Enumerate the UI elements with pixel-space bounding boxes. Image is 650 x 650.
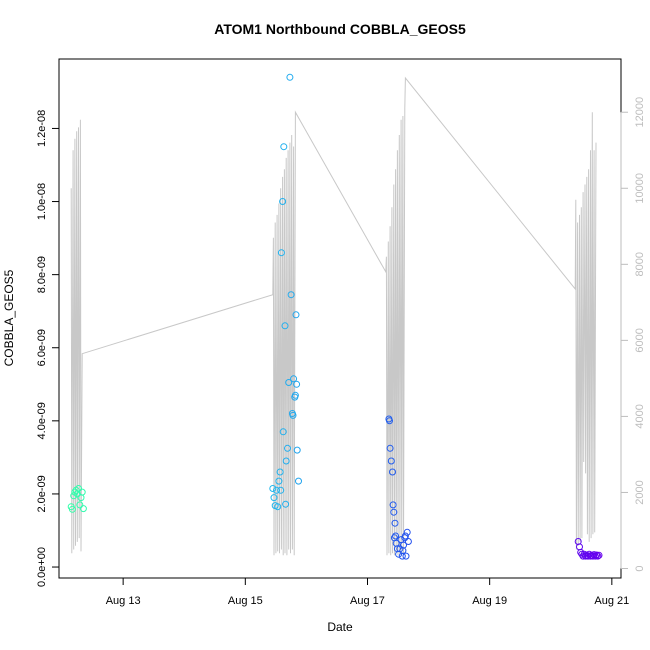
- data-point: [273, 486, 280, 494]
- y2-tick-label: 12000: [634, 97, 646, 128]
- data-point: [280, 143, 288, 151]
- data-point: [277, 249, 285, 257]
- x-tick-label: Aug 21: [594, 595, 629, 607]
- y2-tick-label: 0: [634, 565, 646, 571]
- y2-tick-label: 8000: [634, 252, 646, 276]
- data-point: [579, 552, 587, 560]
- data-point: [68, 505, 76, 513]
- data-point: [277, 486, 285, 494]
- secondary-line-layer: [70, 76, 597, 556]
- data-point: [292, 311, 300, 319]
- y-tick-label: 1.2e-08: [36, 110, 48, 147]
- data-point: [290, 375, 298, 383]
- data-point: [78, 488, 86, 496]
- data-point: [577, 548, 585, 556]
- y-tick-label: 2.0e-09: [36, 475, 48, 512]
- y2-tick-label: 4000: [634, 404, 646, 428]
- x-tick-label: Aug 19: [472, 595, 507, 607]
- data-point: [276, 468, 284, 476]
- y-tick-label: 1.0e-08: [36, 183, 48, 220]
- data-point: [293, 380, 301, 388]
- data-point: [402, 552, 410, 560]
- data-point: [403, 528, 411, 536]
- data-point: [279, 428, 287, 436]
- data-point: [275, 477, 283, 485]
- data-point: [287, 291, 295, 299]
- x-tick-label: Aug 17: [350, 595, 385, 607]
- y2-tick-label: 6000: [634, 328, 646, 352]
- data-point: [274, 503, 282, 511]
- data-point: [291, 391, 299, 399]
- data-point: [79, 505, 87, 513]
- data-point: [279, 198, 287, 205]
- data-point: [391, 519, 399, 527]
- data-point: [270, 494, 278, 502]
- data-point: [293, 446, 301, 454]
- data-point: [591, 552, 599, 560]
- data-point: [595, 551, 603, 559]
- data-point: [289, 411, 297, 419]
- y-tick-label: 6.0e-09: [36, 329, 48, 366]
- data-point: [286, 73, 294, 81]
- data-point: [594, 552, 602, 560]
- x-tick-label: Aug 13: [106, 595, 141, 607]
- chart-title: ATOM1 Northbound COBBLA_GEOS5: [214, 21, 466, 37]
- points-layer: [67, 73, 603, 560]
- data-point: [269, 485, 277, 492]
- y-tick-label: 0.0e+00: [36, 547, 48, 587]
- data-point: [386, 417, 393, 425]
- data-point: [392, 532, 400, 540]
- data-point: [285, 379, 293, 386]
- y-axis: 0.0e+00 2.0e-09 4.0e-09 6.0e-09 8.0e-09 1.0e-…: [36, 110, 60, 587]
- data-point: [387, 457, 395, 465]
- y-tick-label: 8.0e-09: [36, 256, 48, 293]
- y-tick-label: 4.0e-09: [36, 402, 48, 439]
- data-point: [281, 322, 289, 330]
- data-point: [295, 477, 302, 485]
- data-point: [75, 485, 82, 492]
- data-point: [282, 500, 290, 508]
- x-axis-label: Date: [327, 620, 353, 634]
- x-tick-label: Aug 15: [228, 595, 263, 607]
- data-point: [390, 508, 398, 516]
- data-point: [578, 550, 586, 558]
- y2-tick-label: 2000: [634, 480, 646, 504]
- data-point: [593, 551, 601, 559]
- secondary-series-line: [70, 76, 597, 556]
- data-point: [282, 457, 290, 465]
- data-point: [390, 534, 398, 542]
- data-point: [399, 547, 407, 555]
- y-axis-label: COBBLA_GEOS5: [2, 269, 16, 366]
- x-axis: Aug 13 Aug 15 Aug 17 Aug 19 Aug 21: [106, 577, 629, 607]
- y2-tick-label: 10000: [634, 173, 646, 204]
- data-point: [389, 468, 396, 476]
- y2-axis: 0 2000 4000 6000 8000 10000 12000: [620, 97, 646, 572]
- data-point: [284, 444, 291, 452]
- data-point: [590, 551, 598, 559]
- data-point: [404, 538, 412, 545]
- data-point: [389, 501, 397, 509]
- data-point: [386, 444, 394, 452]
- data-point: [401, 532, 409, 540]
- data-point: [76, 501, 84, 509]
